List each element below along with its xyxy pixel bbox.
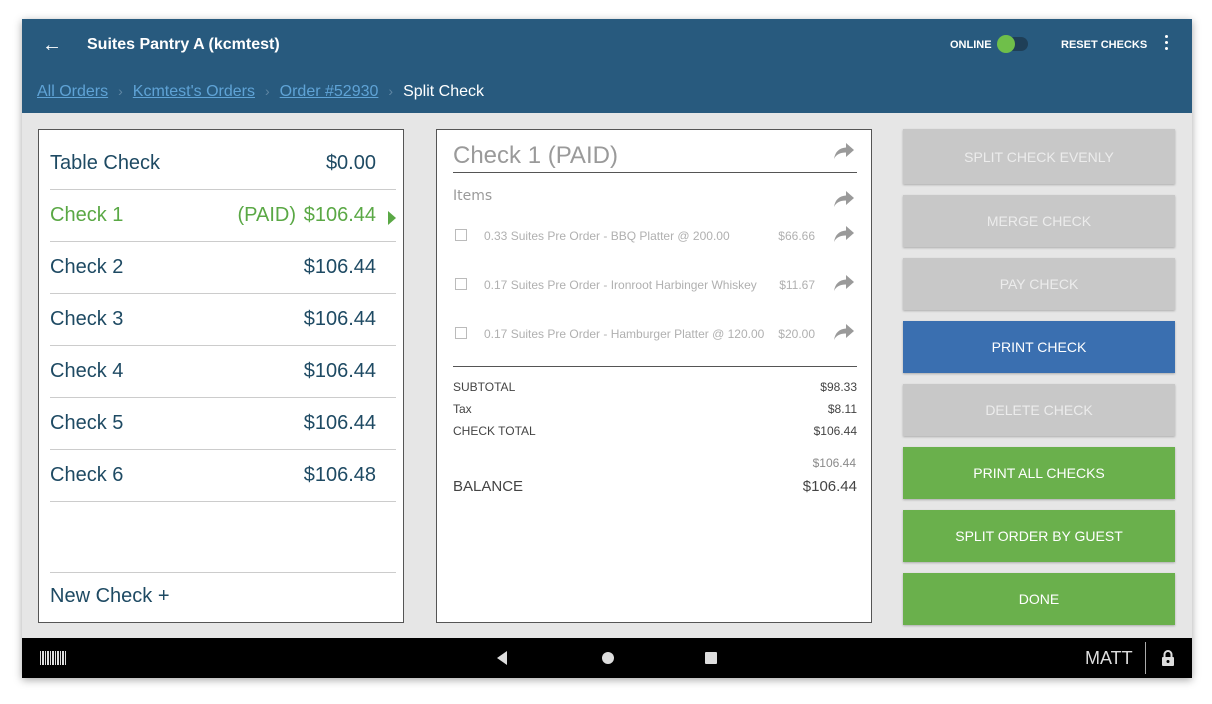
item-checkbox[interactable]	[455, 278, 467, 290]
item-checkbox[interactable]	[455, 327, 467, 339]
check-row-4[interactable]: Check 4 $106.44	[50, 346, 396, 398]
print-all-checks-button[interactable]: PRINT ALL CHECKS	[903, 447, 1175, 499]
merge-check-button[interactable]: MERGE CHECK	[903, 195, 1175, 247]
nav-recents-icon[interactable]	[705, 652, 717, 664]
total-label: CHECK TOTAL	[453, 424, 536, 438]
back-arrow-icon[interactable]: ←	[42, 34, 62, 56]
checks-list: Table Check $0.00 Check 1 (PAID) $106.44…	[38, 129, 404, 623]
item-description: 0.17 Suites Pre Order - Hamburger Platte…	[484, 327, 765, 341]
online-label: ONLINE	[950, 39, 992, 51]
check-amount: $106.44	[303, 204, 376, 226]
current-user: MATT	[1085, 648, 1133, 668]
check-row-3[interactable]: Check 3 $106.44	[50, 294, 396, 346]
selected-arrow-icon	[388, 211, 396, 225]
breadcrumb-order[interactable]: Order #52930	[279, 83, 379, 100]
item-price: $20.00	[778, 327, 815, 341]
more-options-icon[interactable]	[1162, 35, 1170, 55]
nav-home-icon[interactable]	[602, 652, 614, 664]
barcode-icon[interactable]	[40, 651, 66, 665]
check-name: Check 2	[50, 256, 124, 278]
share-arrow-icon[interactable]	[833, 142, 855, 160]
check-detail: Check 1 (PAID) Items 0.33 Suites Pre Ord…	[436, 129, 872, 623]
paid-status: (PAID)	[237, 204, 296, 226]
tax-label: Tax	[453, 402, 472, 416]
check-amount: $106.44	[303, 256, 376, 278]
check-name: Table Check	[50, 152, 161, 174]
done-button[interactable]: DONE	[903, 573, 1175, 625]
breadcrumb: All Orders › Kcmtest's Orders › Order #52930…	[37, 83, 484, 101]
share-arrow-icon[interactable]	[833, 323, 855, 341]
split-check-evenly-button[interactable]: SPLIT CHECK EVENLY	[903, 129, 1175, 184]
check-amount: $106.44	[303, 308, 376, 330]
lock-icon[interactable]	[1161, 650, 1175, 666]
item-row: 0.17 Suites Pre Order - Hamburger Platte…	[453, 324, 857, 344]
item-price: $66.66	[778, 229, 815, 243]
tablet-screen: ← Suites Pantry A (kcmtest) ONLINE RESET…	[22, 19, 1192, 678]
check-amount: $106.48	[303, 464, 376, 486]
reset-checks-button[interactable]: RESET CHECKS	[1061, 39, 1148, 51]
check-name: Check 1	[50, 204, 124, 226]
online-toggle[interactable]	[997, 35, 1028, 53]
check-row-table[interactable]: Table Check $0.00	[50, 138, 396, 190]
breadcrumb-separator-icon: ›	[264, 83, 270, 99]
check-detail-title: Check 1 (PAID)	[453, 142, 618, 169]
check-amount: $106.44	[303, 412, 376, 434]
breadcrumb-separator-icon: ›	[388, 83, 394, 99]
check-name: Check 3	[50, 308, 124, 330]
breadcrumb-separator-icon: ›	[118, 83, 123, 99]
tax-value: $8.11	[827, 402, 857, 416]
breadcrumb-current: Split Check	[403, 83, 484, 100]
balance-label: BALANCE	[453, 478, 524, 495]
items-label: Items	[453, 188, 493, 204]
check-amount: $0.00	[325, 152, 376, 174]
title-divider	[453, 172, 857, 173]
totals-divider	[453, 366, 857, 367]
share-arrow-icon[interactable]	[833, 190, 855, 208]
item-description: 0.17 Suites Pre Order - Ironroot Harbing…	[484, 278, 757, 292]
item-price: $11.67	[779, 278, 815, 292]
check-name: Check 6	[50, 464, 124, 486]
check-row-1[interactable]: Check 1 (PAID) $106.44	[50, 190, 396, 242]
share-arrow-icon[interactable]	[833, 274, 855, 292]
share-arrow-icon[interactable]	[833, 225, 855, 243]
print-check-button[interactable]: PRINT CHECK	[903, 321, 1175, 373]
check-name: Check 4	[50, 360, 124, 382]
check-row-5[interactable]: Check 5 $106.44	[50, 398, 396, 450]
breadcrumb-all-orders[interactable]: All Orders	[37, 83, 109, 100]
check-amount: $106.44	[303, 360, 376, 382]
breadcrumb-user-orders[interactable]: Kcmtest's Orders	[132, 83, 255, 100]
pay-check-button[interactable]: PAY CHECK	[903, 258, 1175, 310]
split-order-by-guest-button[interactable]: SPLIT ORDER BY GUEST	[903, 510, 1175, 562]
subtotal-value: $98.33	[820, 380, 857, 394]
toggle-knob	[997, 35, 1015, 53]
item-row: 0.33 Suites Pre Order - BBQ Platter @ 20…	[453, 226, 857, 246]
app-header: ← Suites Pantry A (kcmtest) ONLINE RESET…	[22, 19, 1192, 113]
delete-check-button[interactable]: DELETE CHECK	[903, 384, 1175, 436]
check-row-2[interactable]: Check 2 $106.44	[50, 242, 396, 294]
new-check-button[interactable]: New Check +	[50, 572, 396, 608]
check-row-6[interactable]: Check 6 $106.48	[50, 450, 396, 502]
user-divider	[1145, 642, 1146, 674]
balance-value: $106.44	[802, 478, 857, 495]
app-title: Suites Pantry A (kcmtest)	[87, 36, 280, 53]
item-description: 0.33 Suites Pre Order - BBQ Platter @ 20…	[484, 229, 730, 243]
item-checkbox[interactable]	[455, 229, 467, 241]
subtotal-label: SUBTOTAL	[453, 380, 516, 394]
check-name: Check 5	[50, 412, 124, 434]
nav-back-icon[interactable]	[497, 651, 507, 665]
system-nav-bar: MATT	[22, 638, 1192, 678]
item-row: 0.17 Suites Pre Order - Ironroot Harbing…	[453, 275, 857, 295]
paid-amount: $106.44	[812, 456, 856, 470]
total-value: $106.44	[813, 424, 857, 438]
